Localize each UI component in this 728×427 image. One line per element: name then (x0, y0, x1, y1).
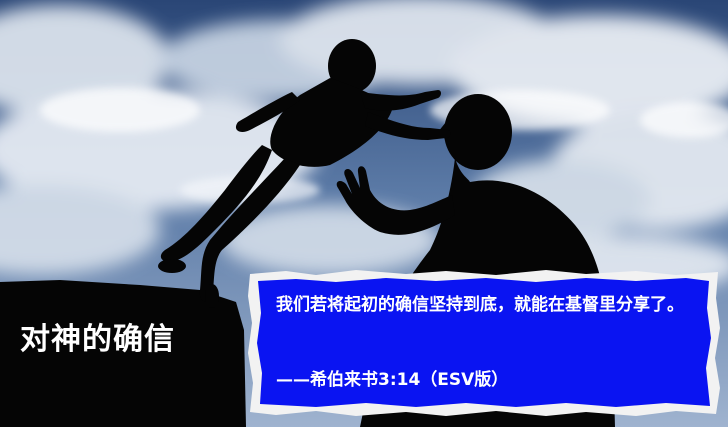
scripture-quote-card: 我们若将起初的确信坚持到底，就能在基督里分享了。 ——希伯来书3:14（ESV版… (246, 268, 722, 418)
scripture-text: 我们若将起初的确信坚持到底，就能在基督里分享了。 (276, 290, 706, 321)
scripture-reference: ——希伯来书3:14（ESV版） (276, 365, 508, 390)
slide-title: 对神的确信 (20, 314, 175, 358)
